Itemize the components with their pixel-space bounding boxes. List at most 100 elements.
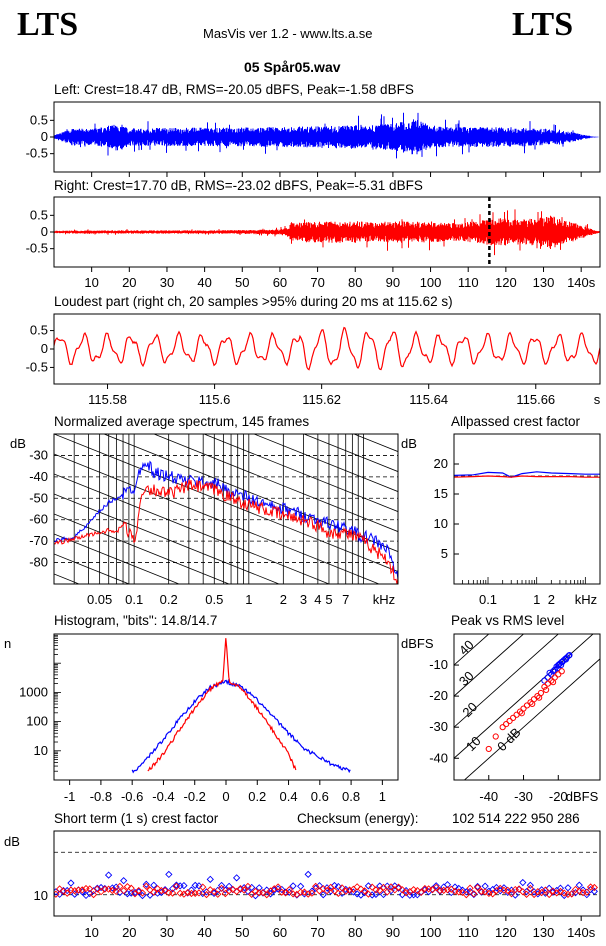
peakrms-point-right [544,680,551,687]
shortterm-point-right [78,886,86,894]
shortterm-point-right [398,886,406,894]
spectrum-slope-8 [54,473,331,584]
shortterm-xlabel-6: 70 [310,925,324,940]
logo-right: LTS [512,6,574,43]
peakrms-xlabel-0: -40 [479,789,498,804]
shortterm-point-left [232,874,241,882]
peakrms-diag-label-3: 10 [463,733,484,754]
shortterm-point-left [187,886,196,894]
shortterm-point-right [71,887,79,895]
shortterm-point-right [568,890,576,898]
logo-left: LTS [17,6,79,43]
shortterm-point-right [458,888,467,897]
shortterm-point-left [251,892,260,900]
histogram-xlabel-4: -0.2 [184,789,206,804]
peakrms-point-left [557,661,565,669]
crest-frame [453,433,601,585]
shortterm-point-left [266,890,275,898]
shortterm-point-left [135,888,143,896]
peakrms-diagonal-2 [454,634,559,728]
right-xlabel-8: 90 [386,275,400,290]
shortterm-point-left [436,887,444,895]
shortterm-point-right [153,885,162,893]
shortterm-point-right [89,890,98,899]
peakrms-xlabel-2: -20 [549,789,568,804]
loudest-xunit: s [594,392,601,407]
shortterm-point-left [394,884,403,892]
histogram-xlabel-0: -1 [64,789,76,804]
shortterm-point-right [312,882,320,891]
crest-xlabel-0: 0.1 [479,592,497,607]
peakrms-xlabel-1: -30 [514,789,533,804]
shortterm-point-left [217,881,226,890]
spectrum-frame [53,433,399,585]
shortterm-point-left [308,887,316,895]
spectrum-slope-3 [202,434,398,512]
peakrms-point-left [549,668,557,675]
crest-xunit: kHz [575,592,597,607]
shortterm-point-right [168,889,177,897]
shortterm-point-left [289,882,297,890]
peakrms-point-right [503,720,510,728]
shortterm-point-left [123,890,132,898]
right-ylabel-2: -0.5 [26,241,48,256]
shortterm-point-right [274,883,282,891]
shortterm-point-right [511,885,519,894]
shortterm-point-left [564,884,572,892]
spectrum-slope-9 [54,493,281,584]
shortterm-point-right [300,888,309,896]
shortterm-point-right [571,885,580,894]
shortterm-point-right [281,889,290,897]
peakrms-point-right [558,668,565,675]
right-xlabel-4: 50 [235,275,249,290]
shortterm-point-left [455,884,463,893]
shortterm-point-right [522,890,531,898]
shortterm-point-right [214,890,222,898]
shortterm-point-left [470,890,478,899]
shortterm-point-right [195,889,203,897]
peakrms-point-right [534,693,541,700]
loudest-xlabel-4: 115.66 [516,392,555,407]
shortterm-point-left [387,887,395,895]
shortterm-point-right [353,883,361,891]
shortterm-point-right [225,887,233,895]
spectrum-slope-12 [54,553,131,584]
shortterm-point-right [545,890,553,899]
peakrms-plot [454,634,600,780]
shortterm-point-right [432,883,440,892]
shortterm-point-left [473,882,482,891]
spectrum-xlabel-2: 0.2 [160,592,178,607]
shortterm-title: Short term (1 s) crest factor [54,811,219,826]
shortterm-point-left [263,886,271,894]
peakrms-diag-label-2: 20 [459,699,480,720]
file-name: 05 Spår05.wav [244,59,341,75]
shortterm-point-left [376,882,384,890]
peakrms-point-right [499,724,506,731]
spectrum-line-left [54,460,398,581]
spectrum-xlabel-9: 7 [342,592,349,607]
shortterm-xlabel-1: 20 [122,925,136,940]
loudest-xlabel-3: 115.64 [409,392,448,407]
right-xlabel-1: 20 [122,275,136,290]
shortterm-point-right [379,883,388,892]
histogram-yunit: n [4,636,11,651]
spectrum-ylabel-3: -60 [29,512,48,527]
shortterm-point-right [244,882,252,891]
shortterm-point-left [150,881,158,889]
shortterm-xlabel-13: 140s [567,925,596,940]
shortterm-point-right [590,883,598,892]
left-ylabel-1: 0 [41,129,48,144]
histogram-ylabel-2: 10 [34,743,48,758]
shortterm-point-right [473,883,482,892]
shortterm-point-right [481,888,489,896]
shortterm-point-left [319,891,327,899]
shortterm-point-right [93,885,101,893]
spectrum-slope-7 [54,453,381,584]
shortterm-point-right [210,887,218,896]
shortterm-point-right [108,886,117,895]
shortterm-point-right [191,889,199,898]
spectrum-ylabel-0: -30 [29,447,48,462]
shortterm-point-right [466,884,474,892]
shortterm-point-right [236,884,245,893]
peakrms-point-right [541,683,548,690]
